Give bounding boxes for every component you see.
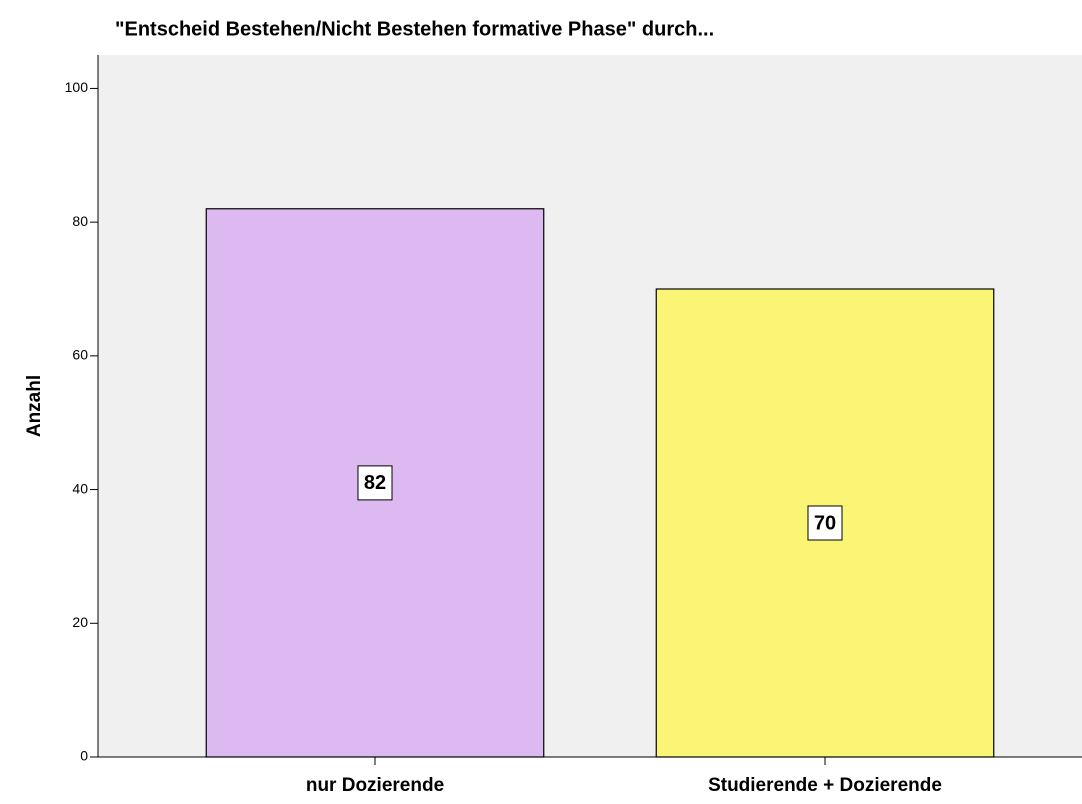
x-tick-label: nur Dozierende xyxy=(306,775,444,796)
y-axis-title: Anzahl xyxy=(24,375,45,437)
y-tick-label: 0 xyxy=(80,748,88,764)
y-tick-label: 100 xyxy=(65,79,89,95)
y-tick-label: 40 xyxy=(72,480,88,496)
y-tick-label: 80 xyxy=(72,213,88,229)
data-label: 70 xyxy=(814,512,836,534)
y-tick-label: 20 xyxy=(72,614,88,630)
bar xyxy=(205,208,545,758)
x-tick-label: Studierende + Dozierende xyxy=(708,775,942,796)
data-label-box xyxy=(357,465,393,501)
chart-title: "Entscheid Bestehen/Nicht Bestehen forma… xyxy=(115,18,714,40)
y-tick-label: 60 xyxy=(72,347,88,363)
data-label: 82 xyxy=(364,472,386,494)
data-label-box xyxy=(807,505,843,541)
